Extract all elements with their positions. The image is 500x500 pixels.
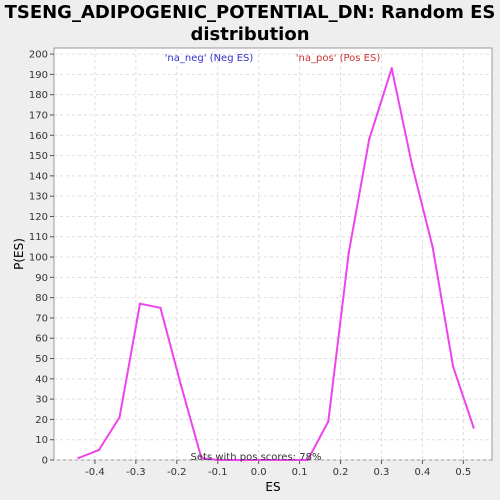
data-point: [347, 251, 350, 255]
y-tick-label: 200: [29, 50, 48, 61]
y-tick-label: 120: [29, 212, 48, 223]
data-point: [257, 458, 260, 462]
y-tick-label: 60: [35, 334, 48, 345]
grid-lines: [54, 48, 492, 461]
y-tick-label: 180: [29, 90, 48, 101]
y-tick-label: 70: [35, 313, 48, 324]
x-tick-label: -0.4: [85, 467, 105, 478]
data-point: [277, 458, 281, 462]
x-tick-label: 0.1: [292, 467, 308, 478]
y-tick-label: 110: [29, 232, 48, 243]
x-tick-label: -0.1: [208, 467, 228, 478]
y-tick-label: 10: [35, 435, 48, 446]
annotation-pos-scores: Sets with pos scores: 78%: [191, 452, 322, 463]
data-point: [97, 448, 101, 452]
y-tick-label: 100: [29, 253, 48, 264]
chart-title: TSENG_ADIPOGENIC_POTENTIAL_DN: Random ES…: [4, 2, 496, 45]
y-tick-label: 20: [35, 415, 48, 426]
x-tick-label: 0.5: [455, 467, 471, 478]
y-tick-label: 150: [29, 151, 48, 162]
data-point: [237, 458, 240, 462]
y-axis-title: P(ES): [12, 238, 26, 270]
y-tick-label: 170: [29, 110, 48, 121]
series-line: [78, 67, 475, 461]
data-point: [472, 426, 475, 429]
data-point: [410, 164, 414, 167]
x-tick-label: 0.3: [374, 467, 390, 478]
data-point: [390, 67, 393, 70]
y-tick-label: 50: [35, 354, 48, 365]
data-point: [306, 458, 309, 462]
legend-neg-label: 'na_neg' (Neg ES): [165, 53, 254, 64]
x-tick-label: -0.3: [126, 467, 146, 478]
data-point: [118, 416, 121, 419]
x-tick-label: -0.2: [167, 467, 187, 478]
y-tick-label: 90: [35, 273, 48, 284]
data-point: [431, 245, 434, 249]
x-tick-label: 0.2: [333, 467, 349, 478]
data-point: [367, 138, 371, 141]
legend-pos-label: 'na_pos' (Pos ES): [296, 53, 381, 64]
data-point: [216, 458, 219, 462]
data-point: [327, 420, 330, 423]
y-tick-label: 40: [35, 374, 48, 385]
data-point: [138, 302, 142, 305]
x-tick-label: 0.0: [251, 467, 267, 478]
series-points: [77, 67, 475, 462]
data-point: [179, 383, 183, 387]
x-tick-label: 0.4: [414, 467, 430, 478]
x-axis-title: ES: [265, 480, 280, 494]
y-tick-label: 160: [29, 131, 48, 142]
y-tick-label: 30: [35, 395, 48, 406]
axis-ticks: 0 10 20 30 40 50 60 70 80 90 100 110 120 130 140 150 160…: [29, 50, 471, 478]
y-tick-label: 190: [29, 70, 48, 81]
y-tick-label: 140: [29, 171, 48, 182]
data-point: [159, 306, 162, 309]
y-tick-label: 80: [35, 293, 48, 304]
y-tick-label: 0: [42, 456, 48, 467]
data-point: [200, 456, 203, 460]
y-tick-label: 130: [29, 192, 48, 203]
data-point: [451, 365, 455, 368]
plot-area: [53, 47, 493, 461]
data-point: [77, 456, 80, 460]
